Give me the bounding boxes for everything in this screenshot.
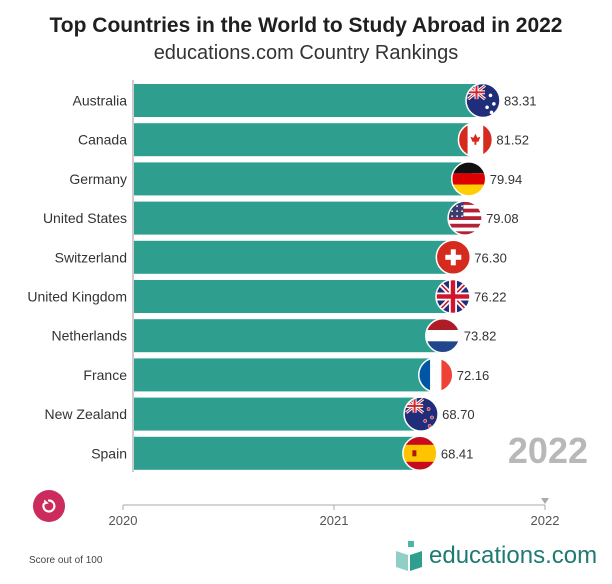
value-label: 83.31 bbox=[504, 94, 537, 109]
value-label: 76.30 bbox=[474, 250, 507, 265]
category-label: France bbox=[83, 367, 127, 383]
flag-border bbox=[435, 278, 471, 315]
united-kingdom-flag-icon bbox=[435, 279, 470, 314]
bar-spain bbox=[134, 436, 423, 470]
bar-new-zealand bbox=[134, 397, 425, 431]
timeline-tick-label: 2020 bbox=[109, 513, 138, 528]
new-zealand-flag-icon bbox=[404, 397, 439, 432]
germany-flag-icon bbox=[451, 161, 486, 196]
flag-border bbox=[447, 200, 483, 236]
spain-flag-icon bbox=[402, 436, 437, 471]
flag-border bbox=[402, 435, 438, 472]
value-label: 68.41 bbox=[441, 446, 474, 461]
category-label: Netherlands bbox=[52, 328, 128, 344]
current-year-label: 2022 bbox=[507, 430, 588, 471]
bar-switzerland bbox=[134, 240, 457, 274]
value-label: 73.82 bbox=[464, 329, 497, 344]
value-label: 72.16 bbox=[457, 368, 490, 383]
bar-netherlands bbox=[134, 319, 446, 353]
value-label: 81.52 bbox=[496, 133, 529, 148]
value-label: 76.22 bbox=[474, 290, 507, 305]
value-label: 79.08 bbox=[486, 211, 519, 226]
category-label: Canada bbox=[78, 132, 127, 148]
category-label: United States bbox=[43, 210, 127, 226]
chart-title: Top Countries in the World to Study Abro… bbox=[49, 14, 563, 37]
logo-text: educations.com bbox=[429, 542, 598, 569]
flag-border bbox=[435, 239, 472, 276]
flag-border bbox=[450, 161, 487, 197]
value-label: 68.70 bbox=[442, 407, 475, 422]
bar-france bbox=[134, 358, 439, 392]
bar-germany bbox=[134, 162, 472, 196]
score-footnote: Score out of 100 bbox=[29, 555, 103, 566]
bar-canada bbox=[134, 123, 479, 157]
timeline-handle[interactable] bbox=[541, 498, 549, 504]
canada-flag-icon bbox=[458, 122, 493, 157]
category-label: Switzerland bbox=[55, 249, 127, 265]
timeline-tick-label: 2021 bbox=[320, 513, 349, 528]
value-label: 79.94 bbox=[490, 172, 523, 187]
flag-border bbox=[403, 396, 439, 432]
replay-button[interactable] bbox=[33, 490, 65, 522]
educations-logo: educations.com bbox=[395, 541, 597, 571]
replay-icon bbox=[42, 499, 56, 513]
france-flag-icon bbox=[418, 357, 453, 392]
bar-united-kingdom bbox=[134, 280, 456, 313]
flag-border bbox=[457, 121, 494, 158]
category-label: United Kingdom bbox=[27, 289, 127, 305]
category-label: Spain bbox=[91, 445, 127, 461]
flag-border bbox=[425, 317, 461, 354]
category-label: Australia bbox=[73, 93, 128, 109]
flag-border bbox=[418, 357, 454, 393]
book-logo-icon bbox=[396, 541, 422, 571]
timeline-tick-label: 2022 bbox=[531, 513, 560, 528]
netherlands-flag-icon bbox=[425, 318, 460, 353]
category-label: New Zealand bbox=[45, 406, 128, 422]
bar-united-states bbox=[134, 201, 469, 235]
chart-subtitle: educations.com Country Rankings bbox=[153, 42, 459, 64]
switzerland-flag-icon bbox=[436, 240, 471, 275]
category-label: Germany bbox=[69, 171, 127, 187]
flag-border bbox=[465, 82, 501, 119]
bar-australia bbox=[134, 84, 486, 117]
